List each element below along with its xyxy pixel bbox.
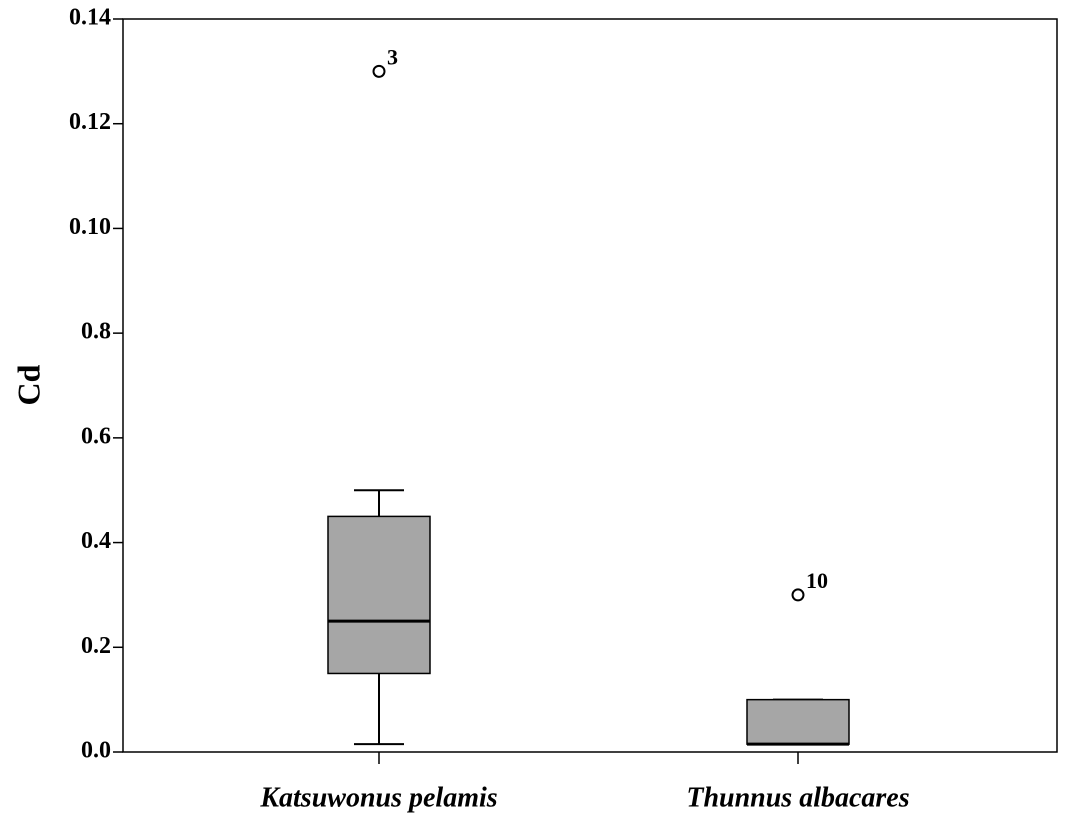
plot-frame xyxy=(122,18,1058,753)
y-axis-label: Cd xyxy=(10,364,46,405)
y-tick-label: 0.8 xyxy=(81,319,111,345)
outlier-label: 3 xyxy=(387,44,398,69)
y-tick-label: 0.10 xyxy=(69,214,111,240)
outlier xyxy=(791,588,805,602)
x-tick-label: Thunnus albacares xyxy=(686,782,909,813)
y-tick-label: 0.4 xyxy=(81,528,111,554)
y-tick-label: 0.12 xyxy=(69,109,111,135)
outlier xyxy=(372,64,386,78)
box xyxy=(327,515,431,675)
y-tick-label: 0.6 xyxy=(81,423,111,449)
y-tick-label: 0.0 xyxy=(81,738,111,764)
y-tick-label: 0.14 xyxy=(69,5,111,31)
y-tick-label: 0.2 xyxy=(81,633,111,659)
box xyxy=(746,698,850,745)
outlier-label: 10 xyxy=(806,568,828,593)
x-tick-label: Katsuwonus pelamis xyxy=(259,782,497,813)
